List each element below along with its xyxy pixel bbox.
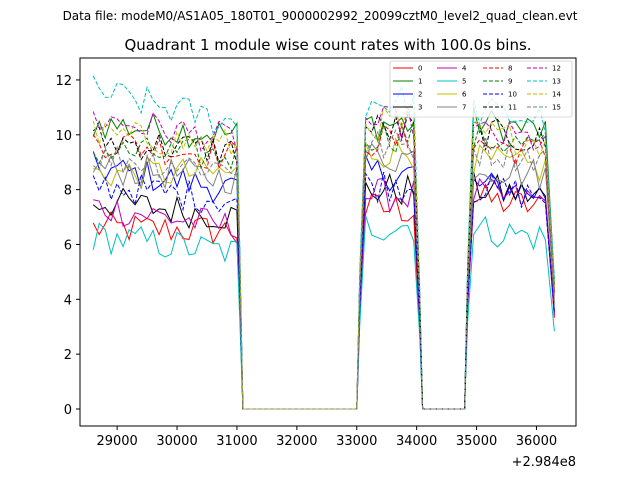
y-tick-label: 2 — [64, 348, 72, 363]
legend-label-10: 10 — [508, 91, 517, 99]
x-tick-label: 35000 — [456, 434, 497, 449]
legend-label-12: 12 — [552, 65, 561, 73]
legend-label-3: 3 — [418, 104, 422, 112]
legend-label-0: 0 — [418, 65, 422, 73]
legend-label-1: 1 — [418, 78, 422, 86]
x-tick-label: 30000 — [156, 434, 197, 449]
x-offset-label: +2.984e8 — [512, 455, 576, 470]
lines-layer — [92, 75, 555, 410]
legend-label-8: 8 — [508, 65, 512, 73]
chart-title: Quadrant 1 module wise count rates with … — [124, 36, 531, 54]
y-tick-label: 10 — [55, 129, 72, 144]
y-tick-label: 4 — [64, 293, 72, 308]
suptitle: Data file: modeM0/AS1A05_180T01_90000029… — [63, 9, 578, 23]
legend-label-2: 2 — [418, 91, 422, 99]
series-line-8 — [92, 121, 555, 410]
x-tick-label: 31000 — [216, 434, 257, 449]
legend-label-7: 7 — [462, 104, 466, 112]
plot-area: 29000 30000 31000 32000 33000 34000 35000 36000… — [55, 57, 577, 449]
y-tick-label: 6 — [64, 238, 72, 253]
x-tick-label: 34000 — [396, 434, 437, 449]
y-tick-label: 8 — [64, 184, 72, 199]
series-line-15 — [92, 129, 555, 410]
legend-box — [389, 60, 573, 118]
legend-label-4: 4 — [462, 65, 467, 73]
legend-label-5: 5 — [462, 78, 466, 86]
legend-label-6: 6 — [462, 91, 467, 99]
y-tick-label: 0 — [64, 403, 72, 418]
x-tick-label: 36000 — [516, 434, 557, 449]
legend-label-13: 13 — [552, 78, 561, 86]
legend-label-11: 11 — [508, 104, 517, 112]
axes-frame — [79, 57, 577, 427]
ticks-layer: 29000 30000 31000 32000 33000 34000 35000 36000… — [55, 74, 557, 449]
legend-label-14: 14 — [552, 91, 561, 99]
legend-label-15: 15 — [552, 104, 561, 112]
x-tick-label: 29000 — [96, 434, 137, 449]
legend-label-9: 9 — [508, 78, 512, 86]
x-tick-label: 32000 — [276, 434, 317, 449]
y-tick-label: 12 — [55, 74, 72, 89]
series-line-11 — [92, 113, 555, 410]
x-tick-label: 33000 — [336, 434, 377, 449]
